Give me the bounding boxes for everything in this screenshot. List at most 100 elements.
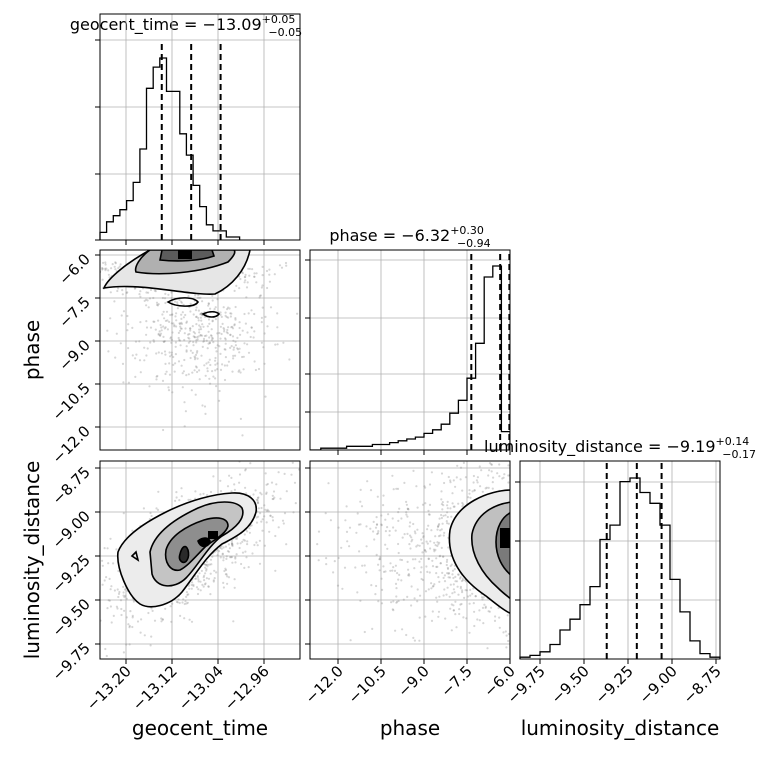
sample-point-p21 [453,505,456,508]
sample-point-p21 [448,595,451,598]
sample-point-p10 [260,286,263,289]
sample-point-p21 [344,519,347,522]
sample-point-p10 [197,294,200,297]
sample-point-p20 [197,588,200,591]
sample-point-p10 [180,321,183,324]
sample-point-p21 [491,487,494,490]
sample-point-p21 [446,507,449,510]
sample-point-p10 [163,340,166,343]
xtick-phase-0: −12.0 [302,662,347,707]
sample-point-p10 [153,320,156,323]
sample-point-p10 [170,338,173,341]
sample-point-p10 [225,331,228,334]
sample-point-p20 [123,596,126,599]
sample-point-p10 [174,300,177,303]
sample-point-p20 [195,586,199,589]
sample-point-p20 [122,591,125,594]
sample-point-p10 [243,281,246,284]
sample-point-p10 [127,347,130,350]
sample-point-p10 [224,337,227,340]
sample-point-p21 [380,523,383,526]
sample-point-p21 [441,522,444,525]
sample-point-p21 [447,475,450,479]
sample-point-p20 [260,506,263,510]
sample-point-p21 [345,530,349,534]
sample-point-p10 [224,311,227,314]
sample-point-p10 [219,313,222,316]
sample-point-p21 [479,485,482,488]
sample-point-p10 [231,327,235,330]
sample-point-p20 [212,580,215,583]
sample-point-p10 [174,362,177,365]
sample-point-p10 [154,290,157,293]
sample-point-p21 [503,473,506,476]
sample-point-p20 [202,576,205,579]
sample-point-p21 [423,485,426,488]
sample-point-p20 [277,526,280,529]
sample-point-p10 [238,326,241,330]
sample-point-p10 [155,378,158,381]
sample-point-p10 [195,341,198,344]
sample-point-p10 [135,353,138,356]
sample-point-p21 [317,530,321,533]
sample-point-p21 [355,531,358,534]
sample-point-p21 [493,619,497,623]
sample-point-p20 [204,572,207,575]
sample-point-p20 [256,496,259,500]
sample-point-p21 [412,469,415,472]
sample-point-p20 [227,543,230,546]
sample-point-p20 [234,561,237,564]
sample-point-p10 [139,321,142,324]
sample-point-p10 [113,300,116,303]
sample-point-p20 [123,609,126,612]
sample-point-p20 [115,548,118,551]
sample-point-p21 [421,542,424,545]
sample-point-p21 [459,587,462,590]
sample-point-p20 [263,504,266,507]
sample-point-p21 [388,529,391,533]
sample-point-p21 [423,549,427,552]
sample-point-p21 [400,517,403,520]
panel-luminosity-distance-hist [515,460,721,664]
sample-point-p21 [430,587,433,590]
sample-point-p21 [378,569,381,572]
sample-point-p10 [214,369,217,372]
sample-point-p10 [185,374,188,377]
sample-point-p20 [246,543,249,546]
sample-point-p20 [244,469,247,472]
sample-point-p21 [372,520,375,524]
sample-point-p20 [245,556,248,559]
sample-point-p10 [157,332,160,335]
sample-point-p10 [163,327,166,330]
sample-point-p10 [301,331,303,333]
sample-point-p10 [187,295,190,298]
sample-point-p20 [106,607,109,610]
sample-point-p10 [253,275,256,278]
sample-point-p21 [378,558,382,561]
sample-point-p20 [116,588,119,591]
sample-point-p10 [236,348,240,351]
sample-point-p20 [279,497,282,500]
sample-point-p21 [481,598,484,601]
sample-point-p10 [206,325,209,328]
sample-point-p21 [459,576,462,579]
sample-point-p20 [238,481,241,484]
sample-point-p10 [107,269,110,272]
sample-point-p10 [274,343,277,346]
sample-point-p10 [207,304,210,307]
sample-point-p10 [189,329,192,332]
sample-point-p20 [290,473,293,476]
sample-point-p10 [202,325,205,328]
sample-point-p21 [442,534,445,537]
sample-point-p21 [359,488,362,491]
sample-point-p10 [227,306,230,309]
sample-point-p21 [459,466,463,469]
sample-point-p21 [371,627,374,631]
sample-point-p20 [199,589,202,592]
sample-point-p10 [104,267,107,270]
sample-point-p10 [220,315,223,318]
ytick-lumdist-1: −9.00 [49,507,94,552]
sample-point-p21 [454,600,457,603]
sample-point-p21 [478,465,481,468]
sample-point-p20 [201,583,204,587]
